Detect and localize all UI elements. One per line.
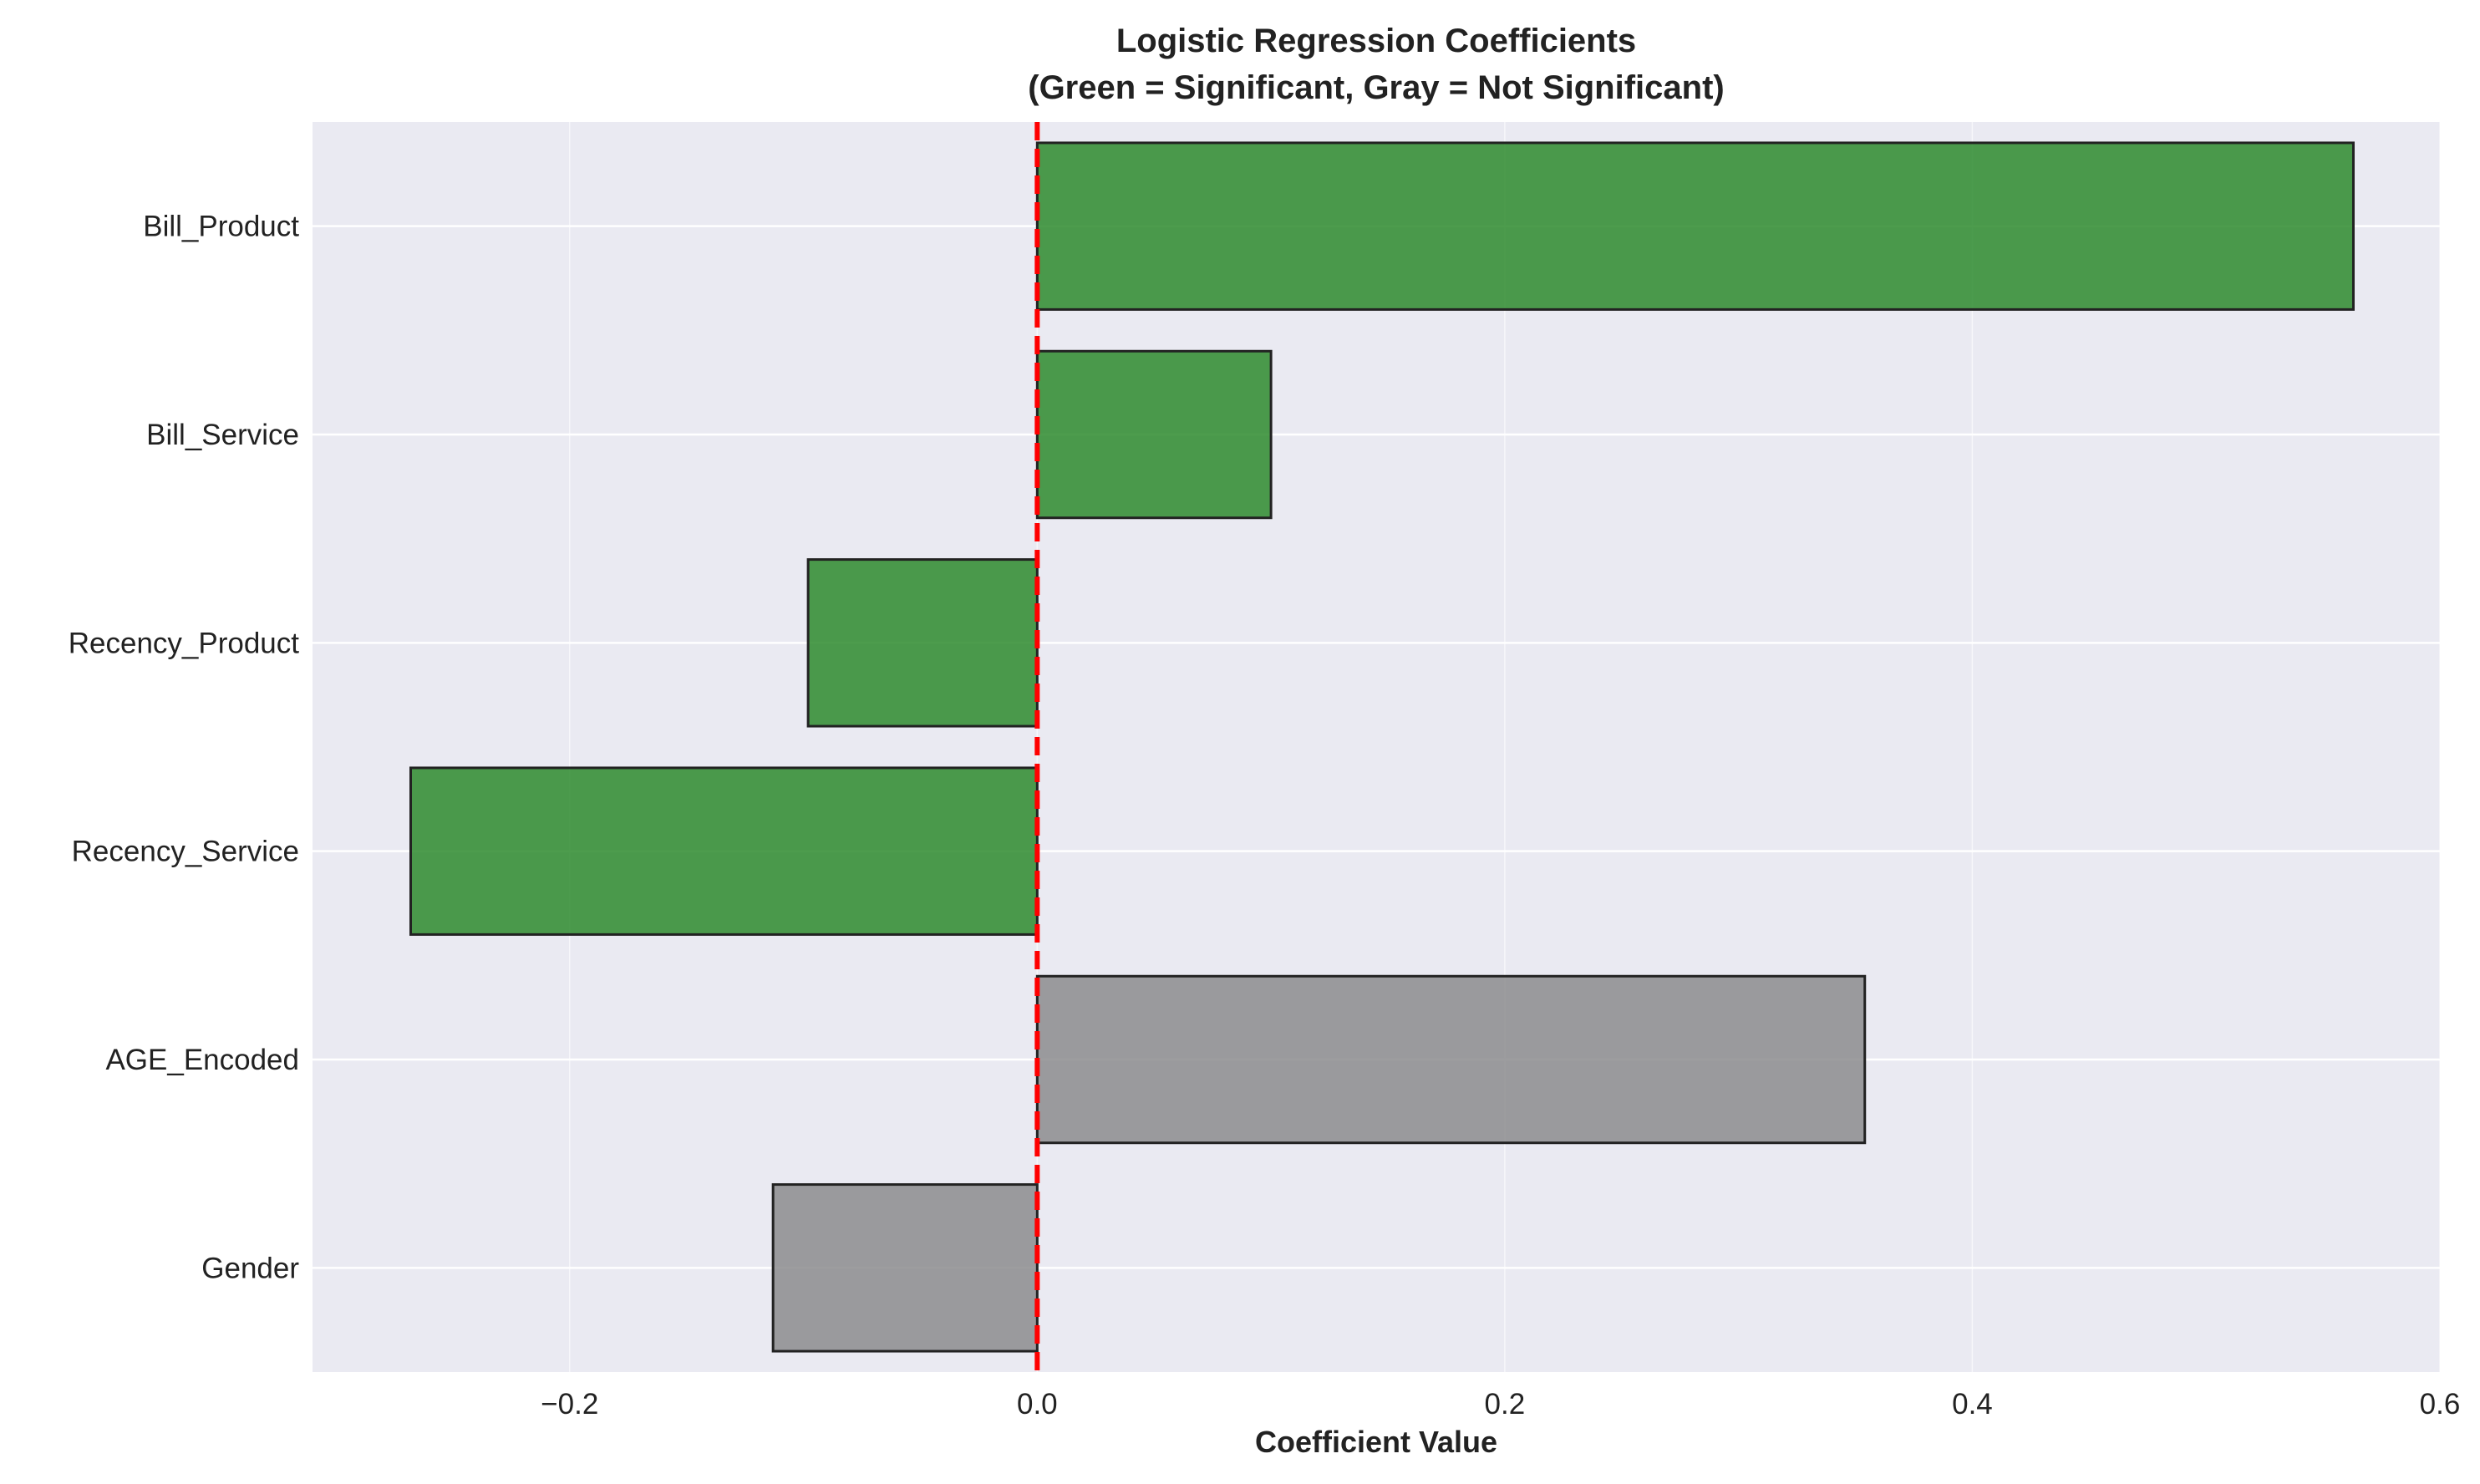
y-tick-label: Bill_Product: [143, 211, 299, 243]
y-tick-label: AGE_Encoded: [105, 1044, 299, 1076]
bars: [409, 141, 2355, 1353]
x-tick-label: 0.4: [1952, 1388, 1993, 1420]
bar-bill-product: [1035, 141, 2355, 311]
y-tick-label: Recency_Product: [69, 627, 300, 659]
x-tick-labels: −0.2 0.0 0.2 0.4 0.6: [541, 1388, 2460, 1420]
chart-subtitle: (Green = Significant, Gray = Not Signifi…: [1028, 69, 1724, 106]
x-tick-label: −0.2: [541, 1388, 598, 1420]
y-tick-labels: Bill_Product Bill_Service Recency_Product R…: [69, 211, 300, 1285]
bar-bill-service: [1035, 349, 1273, 520]
y-tick-label: Recency_Service: [72, 836, 299, 868]
y-tick-label: Gender: [201, 1252, 299, 1284]
x-tick-label: 0.2: [1485, 1388, 1526, 1420]
y-tick-label: Bill_Service: [146, 419, 299, 451]
bar-recency-product: [806, 558, 1039, 728]
x-tick-label: 0.6: [2420, 1388, 2461, 1420]
bar-age-encoded: [1035, 974, 1867, 1145]
x-tick-label: 0.0: [1017, 1388, 1058, 1420]
grid-lines: [313, 122, 2441, 1372]
bar-recency-service: [409, 766, 1039, 936]
bar-gender: [771, 1183, 1039, 1353]
plot-area: [313, 122, 2440, 1372]
chart-title: Logistic Regression Coefficients: [1116, 23, 1636, 59]
x-axis-label: Coefficient Value: [1255, 1425, 1497, 1459]
